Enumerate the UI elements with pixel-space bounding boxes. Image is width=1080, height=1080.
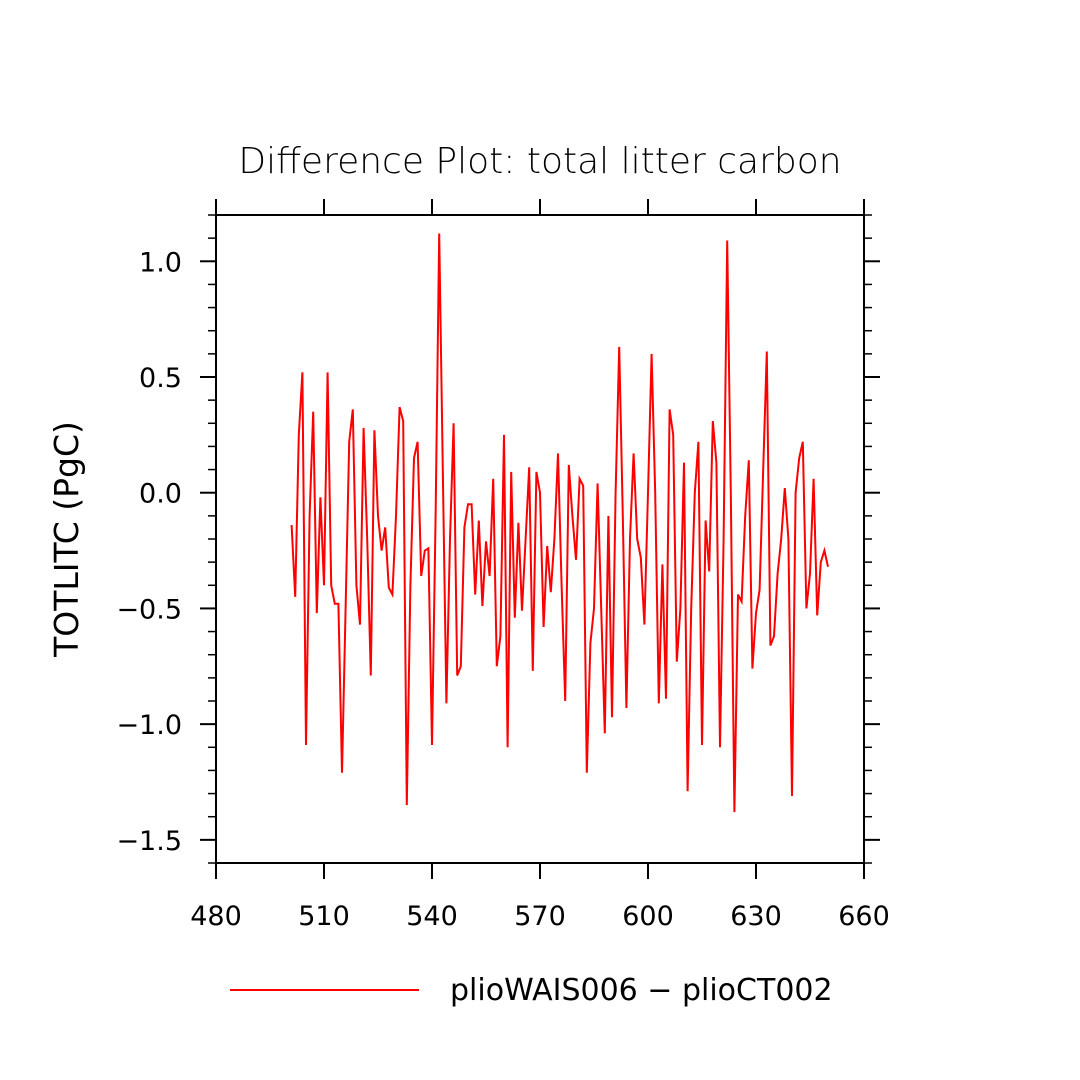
plot-frame (215, 214, 865, 864)
legend-label: plioWAIS006 − plioCT002 (450, 973, 833, 1008)
x-tick-label: 510 (298, 901, 350, 932)
y-axis-tick-labels: 1.0 0.5 0.0 −0.5 −1.0 −1.5 (116, 247, 182, 857)
x-tick-label: 630 (730, 901, 782, 932)
x-axis-tick-labels: 480 510 540 570 600 630 660 (190, 901, 890, 932)
y-tick-label: 0.0 (139, 479, 182, 510)
y-minor-ticks (208, 214, 872, 864)
x-tick-label: 540 (406, 901, 458, 932)
x-tick-label: 480 (190, 901, 242, 932)
y-tick-label: 0.5 (139, 363, 182, 394)
y-axis-ticks (200, 260, 880, 841)
legend: plioWAIS006 − plioCT002 (230, 973, 833, 1008)
x-tick-label: 570 (514, 901, 566, 932)
series-line (290, 233, 829, 813)
y-tick-label: 1.0 (139, 247, 182, 278)
y-axis-label: TOTLITC (PgC) (47, 421, 86, 658)
x-axis-ticks (215, 199, 865, 879)
x-tick-label: 660 (838, 901, 890, 932)
y-tick-label: −1.5 (116, 826, 182, 857)
chart-title: Difference Plot: total litter carbon (238, 141, 841, 182)
y-tick-label: −0.5 (116, 594, 182, 625)
y-tick-label: −1.0 (116, 710, 182, 741)
x-tick-label: 600 (622, 901, 674, 932)
